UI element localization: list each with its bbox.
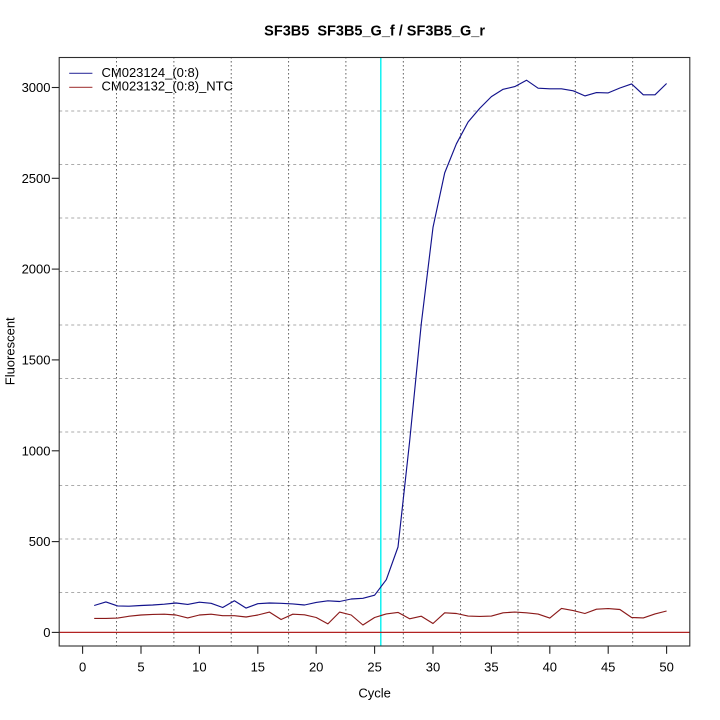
- svg-text:1000: 1000: [22, 443, 51, 458]
- svg-text:Cycle: Cycle: [358, 686, 391, 701]
- svg-text:20: 20: [309, 660, 323, 675]
- svg-text:10: 10: [192, 660, 206, 675]
- svg-text:0: 0: [79, 660, 86, 675]
- svg-text:45: 45: [601, 660, 615, 675]
- svg-text:SF3B5 SF3B5_G_f / SF3B5_G_r: SF3B5 SF3B5_G_f / SF3B5_G_r: [264, 24, 485, 40]
- svg-text:CM023124_(0:8): CM023124_(0:8): [102, 65, 200, 80]
- svg-text:0: 0: [43, 625, 50, 640]
- svg-text:30: 30: [426, 660, 440, 675]
- svg-text:1500: 1500: [22, 353, 51, 368]
- svg-text:40: 40: [543, 660, 557, 675]
- svg-text:2500: 2500: [22, 171, 51, 186]
- svg-text:5: 5: [137, 660, 144, 675]
- svg-text:35: 35: [484, 660, 498, 675]
- svg-text:3000: 3000: [22, 80, 51, 95]
- svg-text:CM023132_(0:8)_NTC: CM023132_(0:8)_NTC: [102, 79, 234, 94]
- svg-text:25: 25: [367, 660, 381, 675]
- svg-text:50: 50: [659, 660, 673, 675]
- svg-text:2000: 2000: [22, 262, 51, 277]
- svg-text:15: 15: [251, 660, 265, 675]
- svg-text:Fluorescent: Fluorescent: [3, 317, 18, 385]
- svg-text:500: 500: [29, 534, 51, 549]
